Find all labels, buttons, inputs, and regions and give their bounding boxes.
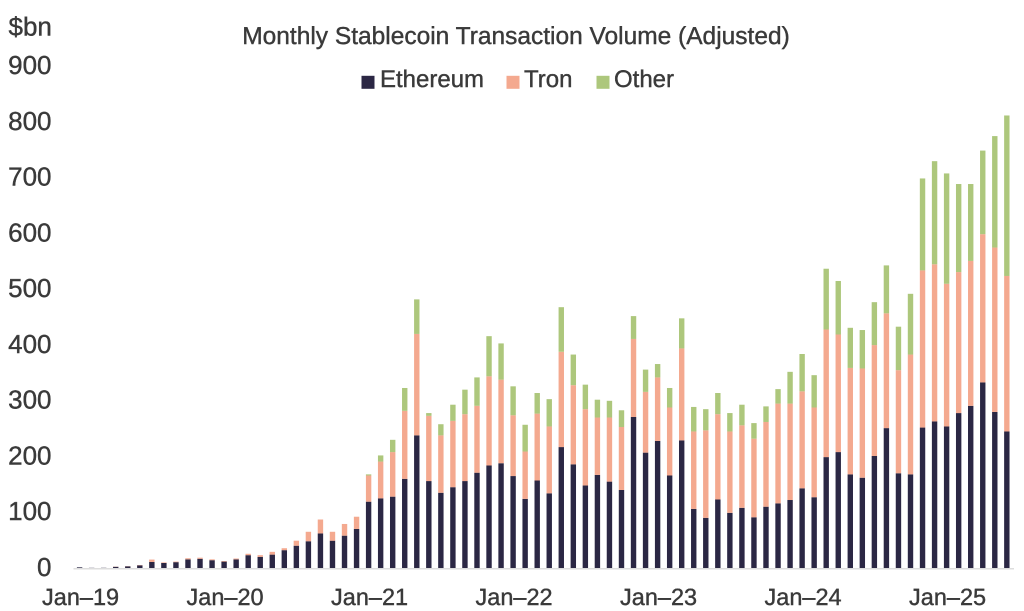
svg-text:Jan–24: Jan–24	[765, 584, 842, 610]
svg-text:Jan–21: Jan–21	[331, 584, 408, 610]
svg-text:900: 900	[8, 50, 51, 80]
svg-text:Jan–25: Jan–25	[909, 584, 986, 610]
svg-text:100: 100	[8, 496, 51, 526]
svg-text:200: 200	[8, 440, 51, 470]
svg-text:Jan–20: Jan–20	[187, 584, 264, 610]
svg-text:800: 800	[8, 106, 51, 136]
svg-text:500: 500	[8, 273, 51, 303]
svg-text:Tron: Tron	[524, 66, 572, 93]
svg-text:Jan–23: Jan–23	[620, 584, 697, 610]
svg-text:Monthly Stablecoin Transaction: Monthly Stablecoin Transaction Volume (A…	[242, 23, 789, 50]
svg-text:$bn: $bn	[9, 12, 52, 42]
svg-text:0: 0	[37, 552, 51, 582]
svg-text:300: 300	[8, 385, 51, 415]
svg-text:700: 700	[8, 162, 51, 192]
svg-text:Jan–22: Jan–22	[476, 584, 553, 610]
svg-text:600: 600	[8, 217, 51, 247]
svg-text:400: 400	[8, 329, 51, 359]
svg-text:Ethereum: Ethereum	[380, 66, 484, 93]
svg-text:Jan–19: Jan–19	[42, 584, 119, 610]
svg-text:Other: Other	[614, 66, 674, 93]
